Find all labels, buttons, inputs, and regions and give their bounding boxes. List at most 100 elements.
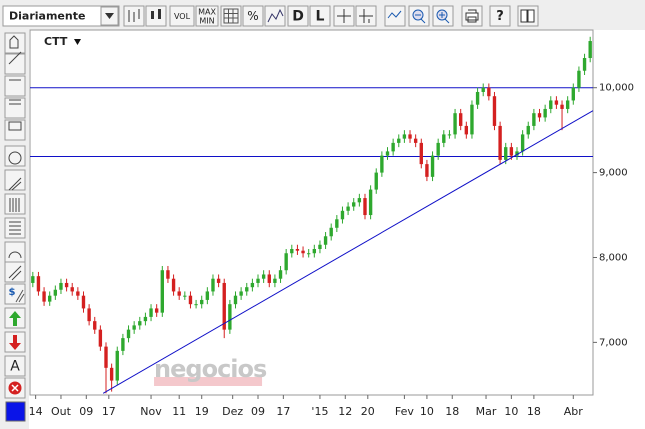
grid-button[interactable]	[220, 5, 242, 27]
candle-body	[59, 282, 63, 290]
tool-button[interactable]	[4, 51, 26, 75]
autoscale-button[interactable]	[384, 5, 406, 27]
symbol-arrow[interactable]	[74, 39, 81, 45]
help-button[interactable]: ?	[489, 5, 511, 27]
button-bg	[4, 169, 26, 191]
candle-body	[245, 287, 249, 292]
plot: negocios	[30, 36, 597, 399]
tool-button[interactable]	[4, 217, 26, 239]
tool-button[interactable]	[4, 32, 26, 54]
candle-body	[323, 236, 328, 245]
icon	[439, 12, 450, 24]
candle-body	[565, 100, 570, 109]
x-tick-label: 14	[29, 405, 43, 418]
button-bg	[264, 5, 286, 27]
y-tick-label: 7,000	[599, 337, 628, 348]
tool-button[interactable]	[4, 193, 26, 215]
tool-button[interactable]	[4, 169, 26, 191]
candle-body	[64, 282, 69, 288]
tool-button[interactable]	[4, 145, 26, 167]
candle-body	[425, 164, 429, 177]
zoom-in-button[interactable]	[432, 5, 454, 27]
candle-body	[239, 291, 243, 296]
tool-button[interactable]	[4, 75, 26, 97]
candle-body	[295, 249, 300, 251]
candle-body	[318, 244, 322, 249]
x-tick-label: 20	[361, 405, 375, 418]
button-bg	[145, 5, 167, 27]
plot-frame	[29, 29, 594, 396]
zoom-out-button[interactable]	[408, 5, 430, 27]
candle-body	[436, 142, 440, 156]
candle-body	[306, 253, 311, 255]
volume-button[interactable]: VOL	[169, 5, 195, 27]
button-bg	[242, 5, 264, 27]
candle-body	[200, 299, 204, 305]
text-tool[interactable]: A	[4, 355, 26, 377]
candle-body	[183, 295, 187, 297]
color-picker[interactable]	[5, 401, 26, 422]
candle-body	[126, 329, 131, 339]
candle-body	[194, 304, 198, 306]
candle-body	[216, 278, 221, 283]
candle-body	[526, 125, 530, 135]
candle-body	[504, 147, 508, 160]
candle-body	[81, 295, 86, 309]
line-button[interactable]: L	[309, 5, 331, 27]
crosshair2-button[interactable]	[355, 5, 377, 27]
candle-body	[149, 308, 153, 317]
candle-body	[312, 249, 317, 254]
candle-body	[335, 219, 339, 228]
candle-body	[53, 289, 58, 296]
percent-button[interactable]: %	[242, 5, 264, 27]
daily-button[interactable]: D	[287, 5, 309, 27]
button-label: L	[316, 9, 325, 25]
delete-tool[interactable]	[4, 377, 26, 399]
candle-body	[256, 278, 260, 283]
up-tool[interactable]	[4, 307, 26, 329]
button-label: D	[292, 9, 304, 25]
candle-body	[532, 113, 536, 126]
tool-button[interactable]	[4, 261, 26, 283]
tool-button[interactable]	[4, 241, 26, 263]
icon	[387, 10, 402, 19]
tool-button[interactable]	[4, 119, 26, 141]
candle-body	[588, 41, 592, 59]
candle-body	[143, 316, 148, 322]
candle-body	[273, 278, 277, 283]
button-bg	[4, 53, 26, 75]
dollar-tool[interactable]: $	[4, 283, 26, 305]
crosshair-button[interactable]	[333, 5, 355, 27]
candle-body	[357, 198, 362, 203]
watermark: negocios	[154, 355, 267, 383]
candle-body	[340, 210, 345, 220]
candle-button[interactable]	[145, 5, 167, 27]
candle-body	[171, 278, 176, 292]
candle-body	[397, 138, 401, 143]
chart-type-button[interactable]	[123, 5, 145, 27]
button-bg	[169, 5, 195, 27]
select-box	[2, 5, 120, 27]
period-select[interactable]: Diariamente	[2, 5, 120, 27]
x-tick-label: Dez	[222, 405, 243, 418]
down-tool[interactable]	[4, 331, 26, 353]
candle-body	[582, 58, 587, 71]
button-bg	[4, 32, 26, 54]
book-button[interactable]	[517, 5, 539, 27]
icon	[359, 9, 373, 23]
candle-body	[487, 87, 491, 97]
icon	[11, 384, 19, 392]
candle-body	[537, 113, 542, 118]
print-button[interactable]	[461, 5, 483, 27]
compare-button[interactable]	[264, 5, 286, 27]
candle-body	[284, 253, 288, 271]
button-label: MAX	[198, 8, 216, 17]
icon	[9, 311, 21, 326]
tool-button[interactable]	[4, 97, 26, 119]
candle-body	[250, 282, 255, 288]
candle-body	[211, 278, 215, 292]
candle-body	[267, 274, 271, 283]
candle-body	[419, 142, 423, 165]
